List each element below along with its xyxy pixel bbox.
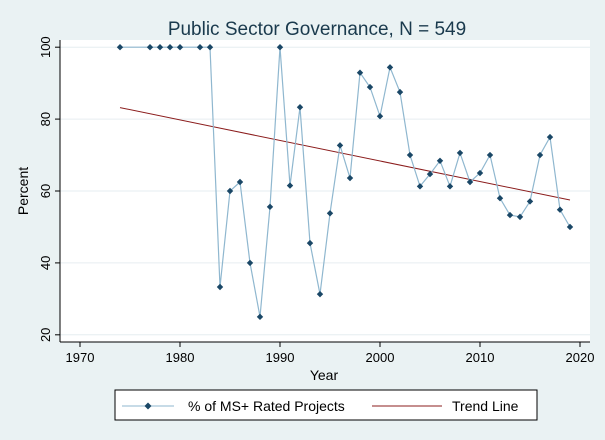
data-point-marker [276, 43, 284, 51]
data-point-marker [306, 239, 314, 247]
data-point-marker [226, 187, 234, 195]
y-tick-label: 20 [38, 328, 53, 342]
x-tick-label: 1970 [66, 350, 95, 365]
x-tick-label: 1990 [266, 350, 295, 365]
data-point-marker [496, 194, 504, 202]
data-point-marker [196, 43, 204, 51]
data-point-marker [416, 183, 424, 190]
y-axis-ticks: 20 40 60 80 100 [38, 36, 60, 342]
data-point-marker [256, 313, 264, 321]
y-axis-label: Percent [15, 167, 31, 215]
chart-title: Public Sector Governance, N = 549 [168, 19, 466, 40]
data-markers [116, 43, 574, 321]
data-point-marker [206, 43, 214, 51]
trend-line [119, 107, 571, 201]
data-point-marker [116, 43, 124, 51]
data-point-marker [316, 290, 324, 298]
data-point-marker [516, 213, 524, 221]
data-point-marker [216, 283, 224, 291]
data-point-marker [456, 149, 464, 157]
y-tick-label: 60 [38, 184, 53, 198]
data-point-marker [526, 198, 534, 205]
x-tick-label: 2020 [566, 350, 595, 365]
data-point-marker [556, 206, 564, 213]
legend-series-label: % of MS+ Rated Projects [188, 398, 345, 414]
x-tick-label: 1980 [166, 350, 195, 365]
data-point-marker [336, 142, 344, 149]
data-point-marker [486, 151, 494, 159]
y-tick-label: 80 [38, 112, 53, 126]
data-point-marker [156, 43, 164, 51]
x-axis-label: Year [310, 367, 339, 383]
trend-line-layer [119, 107, 571, 201]
data-point-marker [466, 178, 474, 186]
data-point-marker [476, 169, 484, 177]
data-point-marker [286, 182, 294, 189]
data-point-marker [366, 83, 374, 91]
data-point-marker [356, 69, 364, 76]
data-point-marker [396, 88, 404, 96]
data-point-marker [406, 151, 414, 159]
data-point-marker [446, 183, 454, 190]
data-point-marker [546, 133, 554, 141]
data-point-marker [146, 43, 154, 51]
legend: % of MS+ Rated Projects Trend Line [114, 389, 538, 421]
data-point-marker [536, 151, 544, 159]
x-axis-ticks: 1970 1980 1990 2000 2010 2020 [66, 342, 595, 365]
data-point-marker [246, 259, 254, 267]
data-point-marker [326, 210, 334, 217]
data-point-marker [566, 223, 574, 231]
data-point-marker [436, 157, 444, 164]
data-point-marker [296, 104, 304, 111]
legend-series-marker-swatch [144, 402, 152, 410]
x-tick-label: 2000 [366, 350, 395, 365]
legend-box [114, 389, 538, 421]
x-tick-label: 2010 [466, 350, 495, 365]
data-point-marker [426, 170, 434, 178]
data-point-marker [266, 203, 274, 211]
data-point-marker [386, 64, 394, 71]
y-tick-label: 100 [38, 36, 53, 58]
data-point-marker [506, 211, 514, 219]
data-point-marker [236, 178, 244, 186]
y-tick-label: 40 [38, 256, 53, 270]
data-point-marker [346, 174, 354, 182]
data-point-marker [176, 43, 184, 51]
data-point-marker [376, 113, 384, 120]
legend-trend-label: Trend Line [452, 398, 519, 414]
data-point-marker [166, 43, 174, 51]
